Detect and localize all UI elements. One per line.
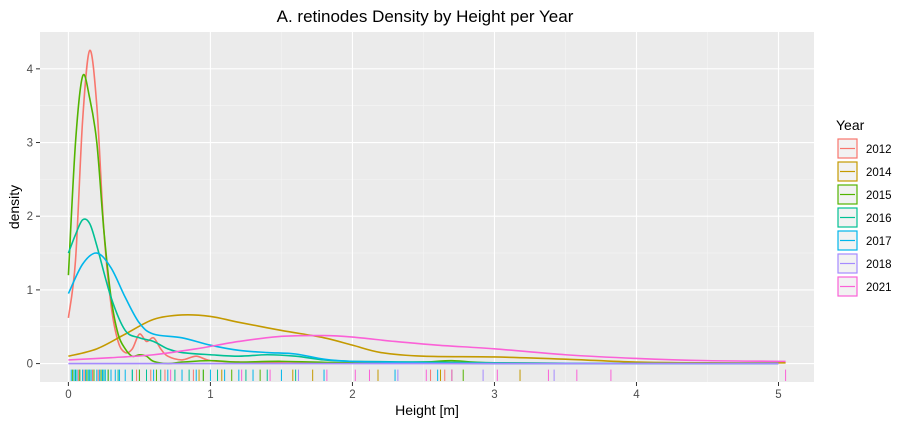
y-tick-label: 0: [27, 359, 33, 371]
density-line-2016: [67, 218, 779, 365]
major-grid: [40, 32, 814, 382]
legend-label-2018: 2018: [866, 259, 892, 271]
x-tick-label: 2: [349, 389, 355, 401]
rug-marks: [70, 369, 787, 381]
legend-items: 2012 2014 2015 2016 2017 2018 2021: [837, 138, 892, 297]
minor-grid: [40, 32, 814, 382]
x-tick-label: 3: [491, 389, 497, 401]
y-tick-label: 4: [27, 64, 34, 76]
legend-label-2017: 2017: [866, 236, 892, 248]
x-axis-label: Height [m]: [395, 402, 459, 418]
y-axis-ticks: 0 1 2 3 4: [27, 64, 40, 371]
legend-label-2012: 2012: [866, 144, 892, 156]
y-tick-label: 2: [27, 211, 33, 223]
density-lines: [67, 49, 786, 365]
density-line-2015: [67, 73, 779, 365]
density-line-2021: [68, 334, 786, 363]
legend-title: Year: [836, 117, 865, 133]
x-tick-label: 0: [65, 389, 71, 401]
legend-label-2014: 2014: [866, 167, 892, 179]
x-tick-label: 5: [775, 389, 781, 401]
plot-panel: [40, 32, 814, 382]
legend-label-2021: 2021: [866, 282, 892, 294]
x-tick-label: 1: [207, 389, 213, 401]
legend-label-2015: 2015: [866, 190, 892, 202]
y-axis-label: density: [6, 185, 22, 229]
y-tick-label: 1: [27, 285, 33, 297]
density-line-2014: [68, 314, 786, 364]
y-tick-label: 3: [27, 138, 33, 150]
chart-title: A. retinodes Density by Height per Year: [277, 7, 574, 26]
x-axis-ticks: 0 1 2 3 4 5: [65, 382, 782, 401]
x-tick-label: 4: [633, 389, 640, 401]
legend: Year 2012 2014 2015 2016 2017 2018 2021: [836, 117, 892, 297]
legend-label-2016: 2016: [866, 213, 892, 225]
